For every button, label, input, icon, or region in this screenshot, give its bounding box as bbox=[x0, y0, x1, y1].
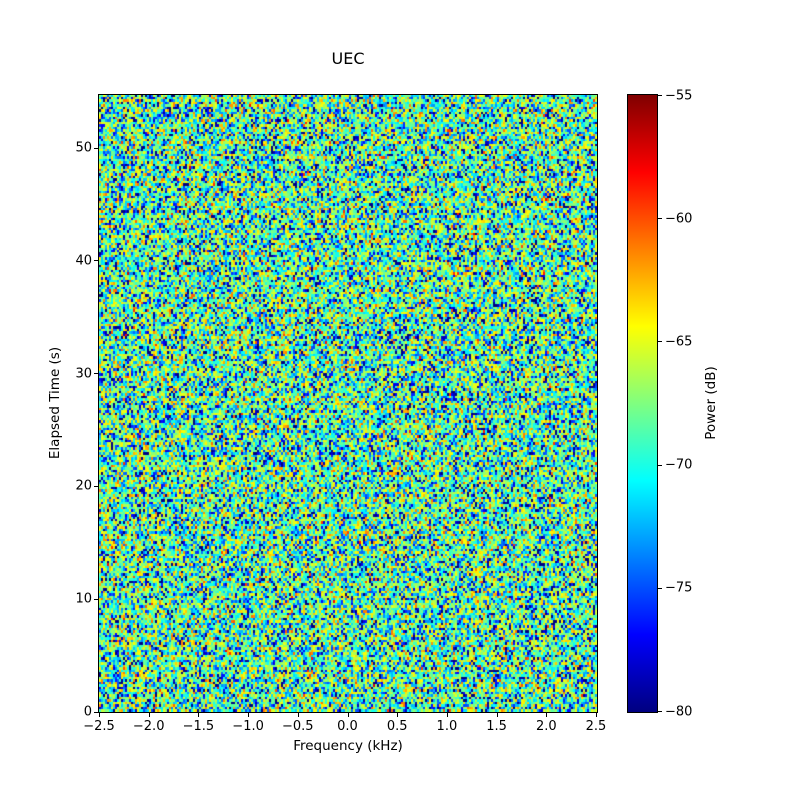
x-axis-tick-label: 0.0 bbox=[337, 719, 358, 734]
y-axis-tick bbox=[94, 485, 98, 487]
colorbar-tick bbox=[658, 218, 662, 220]
x-axis-tick-label: −2.5 bbox=[83, 719, 115, 734]
x-axis-tick bbox=[248, 713, 250, 717]
title-line-main: UEC bbox=[331, 49, 365, 69]
x-axis-tick bbox=[148, 713, 150, 717]
x-axis-tick-label: −1.0 bbox=[232, 719, 264, 734]
x-axis-tick-label: 1.0 bbox=[436, 719, 458, 734]
y-axis-tick bbox=[94, 373, 98, 375]
x-axis-tick-label: 2.5 bbox=[585, 719, 607, 734]
colorbar-tick-label: −80 bbox=[665, 704, 693, 719]
x-axis-tick bbox=[496, 713, 498, 717]
colorbar-tick bbox=[658, 464, 662, 466]
colorbar-tick-label: −55 bbox=[665, 88, 693, 103]
x-axis-tick bbox=[596, 713, 597, 717]
colorbar-tick bbox=[658, 341, 662, 343]
colorbar-tick bbox=[658, 587, 662, 589]
y-axis-tick-label: 30 bbox=[75, 366, 92, 382]
colorbar-tick-label: −70 bbox=[665, 457, 693, 473]
y-axis-tick bbox=[94, 147, 98, 149]
x-axis-tick bbox=[198, 713, 200, 717]
y-axis-tick bbox=[94, 711, 98, 713]
x-axis-tick bbox=[347, 713, 349, 717]
x-axis-tick-label: −1.5 bbox=[182, 719, 215, 734]
x-axis-label: Frequency (kHz) bbox=[293, 738, 403, 754]
colorbar-tick bbox=[658, 95, 662, 96]
plot-frame bbox=[98, 94, 598, 713]
x-axis-tick-label: 0.5 bbox=[386, 719, 408, 734]
colorbar-tick-label: −65 bbox=[665, 334, 693, 350]
x-axis-tick-label: 1.5 bbox=[486, 719, 507, 734]
colorbar-tick-label: −60 bbox=[665, 211, 693, 227]
colorbar-gradient bbox=[628, 95, 657, 712]
y-axis-tick-label: 20 bbox=[75, 478, 92, 494]
y-axis-tick bbox=[94, 598, 98, 600]
x-axis-tick bbox=[546, 713, 548, 717]
colorbar-tick bbox=[658, 711, 662, 712]
x-axis-tick-label: −2.0 bbox=[132, 719, 165, 734]
y-axis-tick-label: 40 bbox=[75, 253, 92, 269]
y-axis-tick-label: 10 bbox=[75, 591, 92, 607]
y-axis-tick bbox=[94, 260, 98, 262]
y-axis-label: Elapsed Time (s) bbox=[47, 346, 63, 460]
spectrogram-canvas bbox=[99, 95, 597, 712]
x-axis-tick-label: −0.5 bbox=[282, 719, 314, 734]
x-axis-tick bbox=[446, 713, 448, 717]
colorbar-tick-label: −75 bbox=[665, 580, 693, 596]
x-axis-tick bbox=[397, 713, 399, 717]
y-axis-tick-label: 50 bbox=[75, 140, 92, 156]
y-axis-tick-label: 0 bbox=[83, 704, 92, 720]
x-axis-tick-label: 2.0 bbox=[535, 719, 557, 734]
colorbar-frame bbox=[627, 94, 658, 713]
x-axis-tick bbox=[297, 713, 299, 717]
x-axis-tick bbox=[99, 713, 100, 717]
colorbar-label: Power (dB) bbox=[703, 366, 719, 440]
